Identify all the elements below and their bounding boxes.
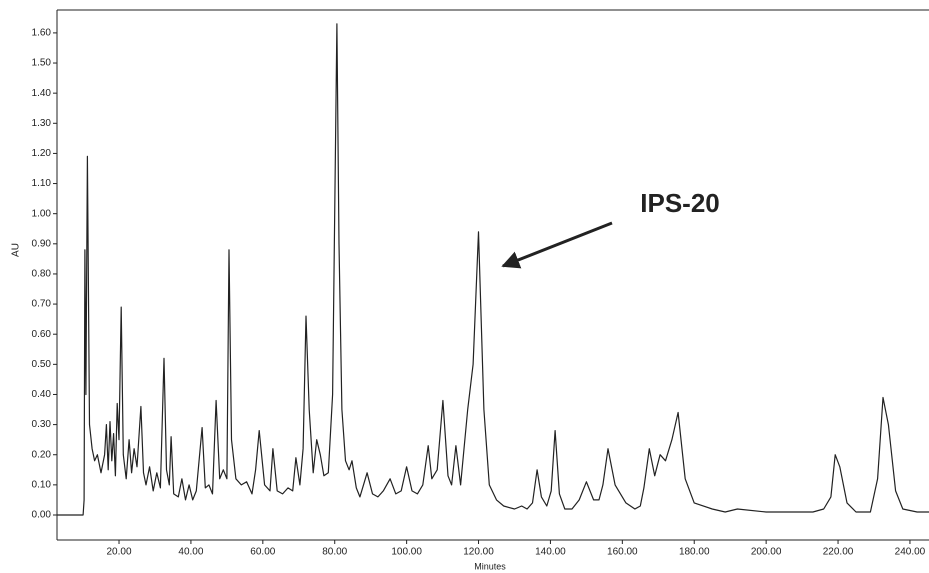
- y-tick-label: 1.30: [32, 118, 52, 129]
- y-axis-label: AU: [11, 243, 22, 257]
- x-tick-label: 20.00: [107, 547, 132, 558]
- y-tick-label: 1.10: [32, 178, 52, 189]
- x-tick-label: 80.00: [322, 547, 347, 558]
- x-axis-label: Minutes: [474, 561, 506, 571]
- x-tick-label: 180.00: [679, 547, 710, 558]
- x-tick-label: 200.00: [751, 547, 782, 558]
- y-tick-label: 0.30: [32, 419, 52, 430]
- y-tick-label: 0.60: [32, 329, 52, 340]
- x-tick-label: 120.00: [463, 547, 494, 558]
- y-tick-label: 0.10: [32, 480, 52, 491]
- x-tick-label: 240.00: [895, 547, 926, 558]
- y-tick-label: 0.70: [32, 299, 52, 310]
- x-tick-label: 220.00: [823, 547, 854, 558]
- y-tick-label: 0.50: [32, 359, 52, 370]
- y-tick-label: 0.80: [32, 269, 52, 280]
- y-tick-label: 1.60: [32, 28, 52, 39]
- y-tick-label: 0.00: [32, 510, 52, 521]
- x-tick-label: 60.00: [250, 547, 275, 558]
- y-tick-label: 1.40: [32, 88, 52, 99]
- x-tick-label: 40.00: [178, 547, 203, 558]
- chromatogram-line: [57, 23, 929, 516]
- x-tick-label: 160.00: [607, 547, 638, 558]
- y-tick-label: 0.90: [32, 238, 52, 249]
- y-tick-label: 1.20: [32, 148, 52, 159]
- x-tick-label: 140.00: [535, 547, 566, 558]
- annotation: IPS-20: [640, 188, 720, 218]
- y-tick-label: 0.40: [32, 389, 52, 400]
- x-tick-label: 100.00: [391, 547, 422, 558]
- y-tick-label: 1.50: [32, 58, 52, 69]
- y-tick-label: 1.00: [32, 208, 52, 219]
- y-tick-label: 0.20: [32, 449, 52, 460]
- annotation-arrow: [501, 221, 613, 269]
